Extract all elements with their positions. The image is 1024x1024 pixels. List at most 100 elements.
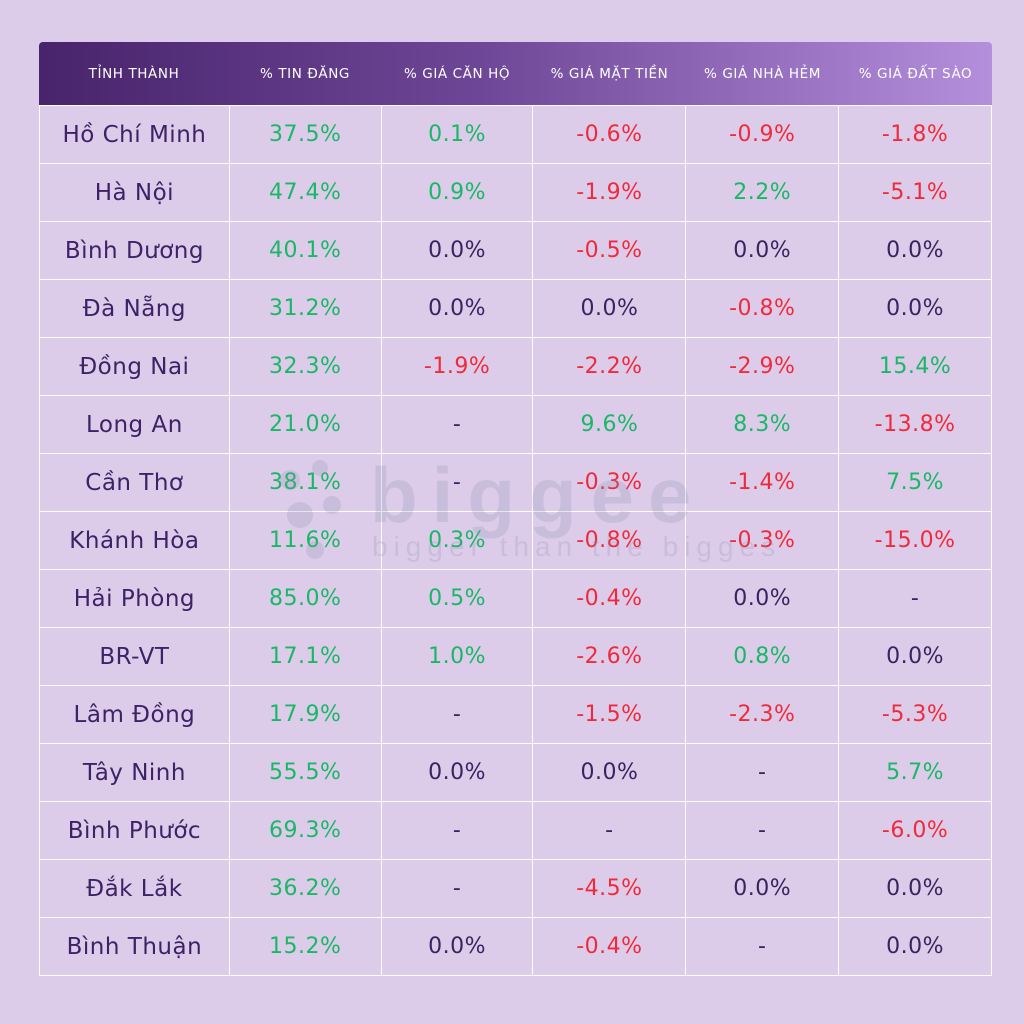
value-cell: 0.3% bbox=[381, 512, 534, 570]
value-cell: -0.9% bbox=[686, 106, 840, 164]
value-cell: 0.0% bbox=[381, 222, 534, 280]
table-row: Đắk Lắk 36.2% - -4.5% 0.0% 0.0% bbox=[40, 860, 993, 918]
value-cell: 0.0% bbox=[839, 222, 993, 280]
value-cell: - bbox=[381, 454, 534, 512]
value-cell: 0.0% bbox=[381, 918, 534, 976]
value-cell: -1.9% bbox=[533, 164, 687, 222]
value-cell: 11.6% bbox=[229, 512, 382, 570]
value-cell: -2.2% bbox=[533, 338, 687, 396]
value-cell: 0.0% bbox=[686, 570, 840, 628]
value-cell: 8.3% bbox=[686, 396, 840, 454]
value-cell: 37.5% bbox=[229, 106, 382, 164]
value-cell: - bbox=[381, 860, 534, 918]
value-cell: -0.8% bbox=[533, 512, 687, 570]
data-table: TỈNH THÀNH % TIN ĐĂNG % GIÁ CĂN HỘ % GIÁ… bbox=[39, 42, 993, 976]
table-header: TỈNH THÀNH % TIN ĐĂNG % GIÁ CĂN HỘ % GIÁ… bbox=[39, 42, 992, 105]
value-cell: -1.5% bbox=[533, 686, 687, 744]
value-cell: 0.1% bbox=[381, 106, 534, 164]
province-name-cell: Đồng Nai bbox=[40, 338, 230, 396]
value-cell: 0.8% bbox=[686, 628, 840, 686]
value-cell: 0.5% bbox=[381, 570, 534, 628]
value-cell: -15.0% bbox=[839, 512, 993, 570]
value-cell: - bbox=[686, 744, 840, 802]
value-cell: 5.7% bbox=[839, 744, 993, 802]
value-cell: 0.0% bbox=[533, 744, 687, 802]
value-cell: -0.4% bbox=[533, 570, 687, 628]
value-cell: 0.0% bbox=[381, 744, 534, 802]
value-cell: -1.8% bbox=[839, 106, 993, 164]
table-row: Long An 21.0% -9.6% 8.3% -13.8% bbox=[40, 396, 993, 454]
province-name-cell: Tây Ninh bbox=[40, 744, 230, 802]
value-cell: -6.0% bbox=[839, 802, 993, 860]
province-name-cell: Lâm Đồng bbox=[40, 686, 230, 744]
value-cell: - bbox=[533, 802, 687, 860]
value-cell: 0.0% bbox=[533, 280, 687, 338]
province-name-cell: BR-VT bbox=[40, 628, 230, 686]
value-cell: 0.0% bbox=[839, 280, 993, 338]
value-cell: 47.4% bbox=[229, 164, 382, 222]
value-cell: -5.3% bbox=[839, 686, 993, 744]
value-cell: -0.3% bbox=[686, 512, 840, 570]
value-cell: 0.9% bbox=[381, 164, 534, 222]
value-cell: 69.3% bbox=[229, 802, 382, 860]
table-row: Hà Nội 47.4% 0.9% -1.9% 2.2% -5.1% bbox=[40, 164, 993, 222]
value-cell: 36.2% bbox=[229, 860, 382, 918]
table-row: Cần Thơ 38.1% - -0.3% -1.4% 7.5% bbox=[40, 454, 993, 512]
value-cell: -1.4% bbox=[686, 454, 840, 512]
column-header: % GIÁ CĂN HỘ bbox=[403, 65, 511, 82]
value-cell: -5.1% bbox=[839, 164, 993, 222]
value-cell: -2.3% bbox=[686, 686, 840, 744]
province-name-cell: Bình Phước bbox=[40, 802, 230, 860]
column-header: % GIÁ MẶT TIỀN bbox=[550, 65, 669, 82]
value-cell: -0.4% bbox=[533, 918, 687, 976]
value-cell: 31.2% bbox=[229, 280, 382, 338]
province-name-cell: Hải Phòng bbox=[40, 570, 230, 628]
province-name-cell: Đắk Lắk bbox=[40, 860, 230, 918]
province-name-cell: Bình Dương bbox=[40, 222, 230, 280]
value-cell: 17.1% bbox=[229, 628, 382, 686]
table-row: Bình Phước 69.3% - - - -6.0% bbox=[40, 802, 993, 860]
column-header: % TIN ĐĂNG bbox=[260, 65, 350, 82]
value-cell: -4.5% bbox=[533, 860, 687, 918]
value-cell: 17.9% bbox=[229, 686, 382, 744]
value-cell: 0.0% bbox=[686, 860, 840, 918]
province-name-cell: Bình Thuận bbox=[40, 918, 230, 976]
value-cell: 0.0% bbox=[839, 860, 993, 918]
value-cell: - bbox=[686, 918, 840, 976]
value-cell: 15.2% bbox=[229, 918, 382, 976]
province-name-cell: Long An bbox=[40, 396, 230, 454]
value-cell: 0.0% bbox=[839, 628, 993, 686]
table-row: Đà Nẵng 31.2% 0.0% 0.0% -0.8% 0.0% bbox=[40, 280, 993, 338]
column-header: TỈNH THÀNH bbox=[88, 65, 180, 82]
value-cell: 7.5% bbox=[839, 454, 993, 512]
column-header: % GIÁ ĐẤT SÀO bbox=[858, 65, 973, 82]
table-row: Hồ Chí Minh 37.5% 0.1% -0.6% -0.9% -1.8% bbox=[40, 106, 993, 164]
value-cell: - bbox=[839, 570, 993, 628]
value-cell: 0.0% bbox=[686, 222, 840, 280]
province-name-cell: Cần Thơ bbox=[40, 454, 230, 512]
value-cell: 21.0% bbox=[229, 396, 382, 454]
table-row: Đồng Nai 32.3% -1.9% -2.2% -2.9% 15.4% bbox=[40, 338, 993, 396]
table-row: Khánh Hòa 11.6% 0.3% -0.8% -0.3% -15.0% bbox=[40, 512, 993, 570]
table-body: Hồ Chí Minh 37.5% 0.1% -0.6% -0.9% -1.8% Hà Nộ… bbox=[39, 105, 993, 976]
column-header: % GIÁ NHÀ HẺM bbox=[704, 65, 821, 82]
province-name-cell: Khánh Hòa bbox=[40, 512, 230, 570]
value-cell: -2.9% bbox=[686, 338, 840, 396]
value-cell: 85.0% bbox=[229, 570, 382, 628]
value-cell: - bbox=[381, 802, 534, 860]
value-cell: 38.1% bbox=[229, 454, 382, 512]
table-row: BR-VT 17.1% 1.0% -2.6% 0.8% 0.0% bbox=[40, 628, 993, 686]
table-row: Lâm Đồng 17.9% - -1.5% -2.3% -5.3% bbox=[40, 686, 993, 744]
value-cell: 1.0% bbox=[381, 628, 534, 686]
value-cell: -0.5% bbox=[533, 222, 687, 280]
value-cell: - bbox=[686, 802, 840, 860]
table-row: Bình Dương 40.1% 0.0% -0.5% 0.0% 0.0% bbox=[40, 222, 993, 280]
value-cell: -0.3% bbox=[533, 454, 687, 512]
table-row: Hải Phòng 85.0% 0.5% -0.4% 0.0% - bbox=[40, 570, 993, 628]
province-name-cell: Hồ Chí Minh bbox=[40, 106, 230, 164]
value-cell: 40.1% bbox=[229, 222, 382, 280]
value-cell: 32.3% bbox=[229, 338, 382, 396]
table-row: Bình Thuận 15.2% 0.0% -0.4% -0.0% bbox=[40, 918, 993, 976]
value-cell: 15.4% bbox=[839, 338, 993, 396]
value-cell: -0.8% bbox=[686, 280, 840, 338]
